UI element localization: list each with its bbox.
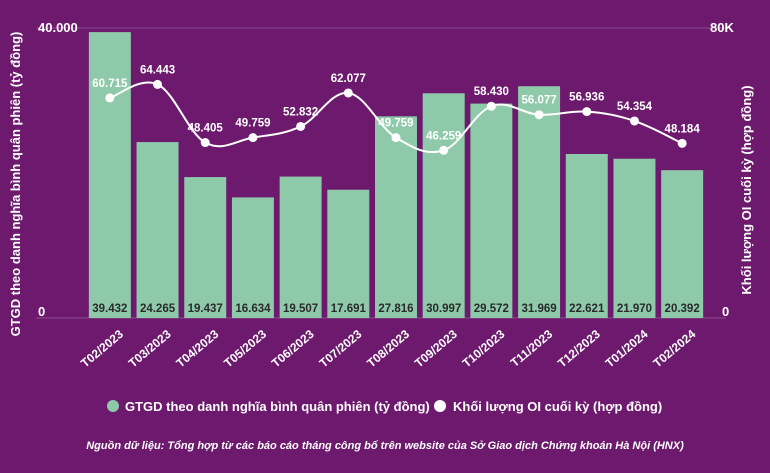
bar-value-labels: 39.432 24.265 19.437 16.634 19.507 17.691 27.8… (92, 303, 699, 315)
line-value-label: 56.077 (521, 95, 556, 107)
line-point-T07/2023 (343, 88, 353, 98)
bar-value-label: 27.816 (378, 303, 413, 315)
line-value-label: 60.715 (92, 78, 128, 90)
bar-T10/2023 (470, 103, 513, 318)
line-value-label: 64.443 (140, 64, 175, 76)
x-axis-ticks: T02/2023 T03/2023 T04/2023 T05/2023 T06/2023… (78, 327, 698, 371)
bar-T07/2023 (327, 189, 370, 318)
legend-bar-marker (107, 400, 119, 412)
line-point-T02/2024 (677, 138, 687, 148)
line-point-T01/2024 (629, 116, 639, 126)
line-value-label: 49.759 (378, 118, 413, 130)
bar-T08/2023 (375, 116, 417, 318)
legend-line-marker (434, 400, 446, 412)
bar-value-label: 31.969 (521, 303, 556, 315)
bar-value-label: 20.392 (665, 303, 700, 315)
x-tick-label: T03/2023 (126, 327, 174, 371)
y-left-min-label: 0 (38, 304, 45, 319)
bar-value-label: 39.432 (92, 303, 127, 315)
x-tick-label: T04/2023 (173, 327, 221, 371)
bar-T05/2023 (231, 197, 274, 318)
line-value-label: 48.184 (665, 123, 701, 135)
line-point-T06/2023 (296, 121, 306, 131)
line-value-label: 54.354 (617, 101, 653, 113)
y-left-max-label: 40.000 (38, 20, 78, 35)
bar-value-label: 19.507 (283, 303, 318, 315)
line-value-label: 48.405 (188, 123, 224, 135)
line-value-label: 62.077 (331, 73, 366, 85)
bar-value-label: 24.265 (140, 303, 176, 315)
bar-value-label: 19.437 (188, 303, 223, 315)
x-tick-label: T02/2024 (650, 327, 698, 371)
bar-T06/2023 (279, 176, 322, 318)
line-value-label: 46.259 (426, 130, 461, 142)
bar-T02/2023 (88, 32, 131, 318)
bar-T04/2023 (184, 177, 227, 318)
bar-T03/2023 (136, 142, 179, 318)
bar-series (88, 32, 704, 318)
bar-value-label: 30.997 (426, 303, 461, 315)
bar-T02/2024 (661, 170, 704, 318)
y-right-min-label: 0 (722, 304, 729, 319)
bar-T12/2023 (565, 153, 608, 318)
bar-T11/2023 (518, 86, 561, 318)
bar-value-label: 16.634 (235, 303, 271, 315)
x-tick-label: T05/2023 (221, 327, 269, 371)
line-value-labels: 60.715 64.443 48.405 49.759 52.832 62.077 49.7… (92, 64, 700, 142)
bar-value-label: 21.970 (617, 303, 652, 315)
legend-bar-label: GTGD theo danh nghĩa bình quân phiên (tỷ… (125, 399, 430, 414)
line-point-T09/2023 (439, 145, 449, 155)
x-tick-label: T11/2023 (508, 327, 556, 370)
x-tick-label: T01/2024 (603, 327, 651, 371)
bar-T01/2024 (613, 158, 656, 318)
source-note: Nguồn dữ liệu: Tổng hợp từ các báo cáo t… (86, 440, 684, 452)
legend: GTGD theo danh nghĩa bình quân phiên (tỷ… (107, 399, 662, 414)
x-tick-label: T09/2023 (412, 327, 460, 371)
x-tick-label: T12/2023 (555, 327, 603, 371)
line-value-label: 52.832 (283, 106, 318, 118)
line-value-label: 49.759 (235, 118, 270, 130)
line-point-T10/2023 (486, 101, 496, 111)
legend-line-label: Khối lượng OI cuối kỳ (hợp đồng) (453, 399, 662, 414)
line-point-T12/2023 (582, 107, 592, 117)
line-point-T02/2023 (105, 93, 115, 103)
line-point-T03/2023 (153, 79, 163, 89)
bar-value-label: 29.572 (474, 303, 509, 315)
bar-T09/2023 (422, 93, 465, 318)
line-point-T11/2023 (534, 110, 544, 120)
x-tick-label: T07/2023 (317, 327, 365, 371)
x-tick-label: T10/2023 (460, 327, 508, 371)
x-tick-label: T02/2023 (78, 327, 126, 371)
y-right-axis-title: Khối lượng OI cuối kỳ (hợp đồng) (739, 85, 754, 294)
bar-value-label: 17.691 (331, 303, 367, 315)
bar-value-label: 22.621 (569, 303, 605, 315)
x-tick-label: T06/2023 (269, 327, 317, 371)
line-value-label: 58.430 (474, 86, 509, 98)
y-right-max-label: 80K (710, 20, 734, 35)
line-value-label: 56.936 (569, 92, 604, 104)
line-series (105, 79, 687, 155)
y-left-axis-title: GTGD theo danh nghĩa bình quân phiên (tỷ… (8, 32, 23, 337)
line-point-T08/2023 (391, 133, 401, 143)
x-tick-label: T08/2023 (364, 327, 412, 371)
line-point-T04/2023 (200, 138, 210, 148)
line-point-T05/2023 (248, 133, 258, 143)
